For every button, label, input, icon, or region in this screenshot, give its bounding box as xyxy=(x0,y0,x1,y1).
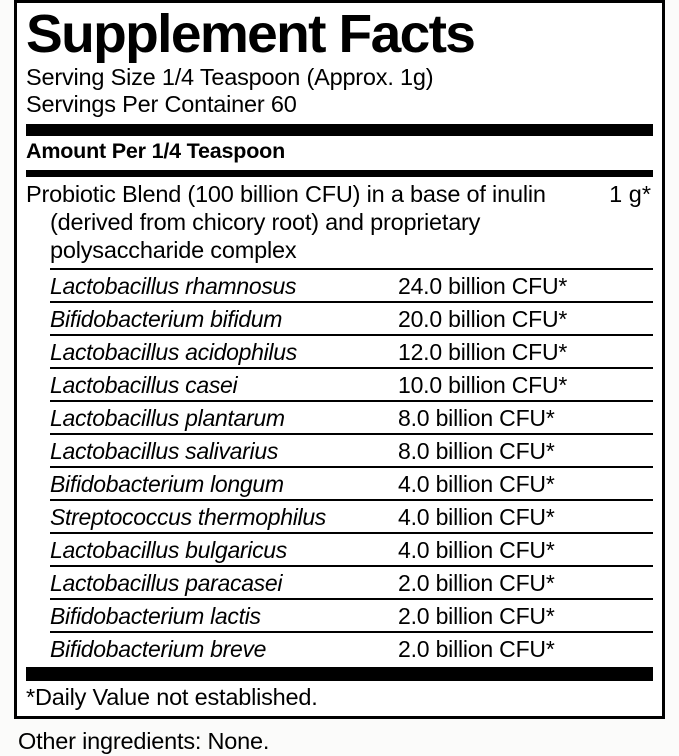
strain-name: Lactobacillus salivarius xyxy=(50,437,279,464)
table-row: Lactobacillus acidophilus 12.0 billion C… xyxy=(50,333,653,367)
table-row: Lactobacillus plantarum 8.0 billion CFU* xyxy=(50,399,653,433)
strain-value: 8.0 billion CFU* xyxy=(398,437,555,464)
probiotic-blend-description: Probiotic Blend (100 billion CFU) in a b… xyxy=(26,180,546,263)
strain-value: 4.0 billion CFU* xyxy=(398,503,555,530)
strain-name: Bifidobacterium bifidum xyxy=(50,305,283,332)
strain-list: Lactobacillus rhamnosus 24.0 billion CFU… xyxy=(50,267,653,664)
table-row: Lactobacillus casei 10.0 billion CFU* xyxy=(50,366,653,400)
strain-value: 2.0 billion CFU* xyxy=(398,602,555,629)
strain-name: Lactobacillus acidophilus xyxy=(50,338,297,365)
daily-value-footnote: *Daily Value not established. xyxy=(26,683,318,710)
strain-name: Lactobacillus rhamnosus xyxy=(50,272,297,299)
strain-name: Lactobacillus plantarum xyxy=(50,404,285,431)
strain-name: Bifidobacterium breve xyxy=(50,635,267,662)
table-row: Lactobacillus salivarius 8.0 billion CFU… xyxy=(50,432,653,466)
strain-name: Lactobacillus paracasei xyxy=(50,569,283,596)
table-row: Streptococcus thermophilus 4.0 billion C… xyxy=(50,498,653,532)
strain-name: Bifidobacterium longum xyxy=(50,470,284,497)
table-row: Lactobacillus paracasei 2.0 billion CFU* xyxy=(50,564,653,598)
strain-value: 4.0 billion CFU* xyxy=(398,470,555,497)
divider-bar-medium xyxy=(26,169,653,177)
probiotic-blend-amount: 1 g* xyxy=(609,180,651,207)
strain-value: 20.0 billion CFU* xyxy=(398,305,568,332)
probiotic-blend-row: Probiotic Blend (100 billion CFU) in a b… xyxy=(26,177,653,268)
table-row: Bifidobacterium bifidum 20.0 billion CFU… xyxy=(50,300,653,334)
serving-info: Serving Size 1/4 Teaspoon (Approx. 1g) S… xyxy=(26,64,653,124)
strain-name: Streptococcus thermophilus xyxy=(50,503,327,530)
strain-value: 10.0 billion CFU* xyxy=(398,371,568,398)
strain-value: 4.0 billion CFU* xyxy=(398,536,555,563)
strain-value: 24.0 billion CFU* xyxy=(398,272,568,299)
strain-value: 8.0 billion CFU* xyxy=(398,404,555,431)
serving-size-line: Serving Size 1/4 Teaspoon (Approx. 1g) xyxy=(26,63,434,90)
strain-value: 2.0 billion CFU* xyxy=(398,635,555,662)
page-title: Supplement Facts xyxy=(26,4,476,64)
other-ingredients-line: Other ingredients: None. xyxy=(18,727,270,754)
amount-per-serving-header: Amount Per 1/4 Teaspoon xyxy=(26,138,286,163)
table-row: Bifidobacterium longum 4.0 billion CFU* xyxy=(50,465,653,499)
table-row: Bifidobacterium lactis 2.0 billion CFU* xyxy=(50,597,653,631)
strain-name: Lactobacillus casei xyxy=(50,371,238,398)
strain-name: Bifidobacterium lactis xyxy=(50,602,261,629)
table-row: Lactobacillus rhamnosus 24.0 billion CFU… xyxy=(50,267,653,301)
supplement-facts-panel: Supplement Facts Serving Size 1/4 Teaspo… xyxy=(14,0,665,719)
table-row: Bifidobacterium breve 2.0 billion CFU* xyxy=(50,630,653,664)
divider-bar-bottom xyxy=(26,666,653,681)
servings-per-container-line: Servings Per Container 60 xyxy=(26,91,297,118)
divider-bar-thick-top xyxy=(26,123,653,136)
table-row: Lactobacillus bulgaricus 4.0 billion CFU… xyxy=(50,531,653,565)
strain-value: 12.0 billion CFU* xyxy=(398,338,568,365)
strain-value: 2.0 billion CFU* xyxy=(398,569,555,596)
strain-name: Lactobacillus bulgaricus xyxy=(50,536,287,563)
